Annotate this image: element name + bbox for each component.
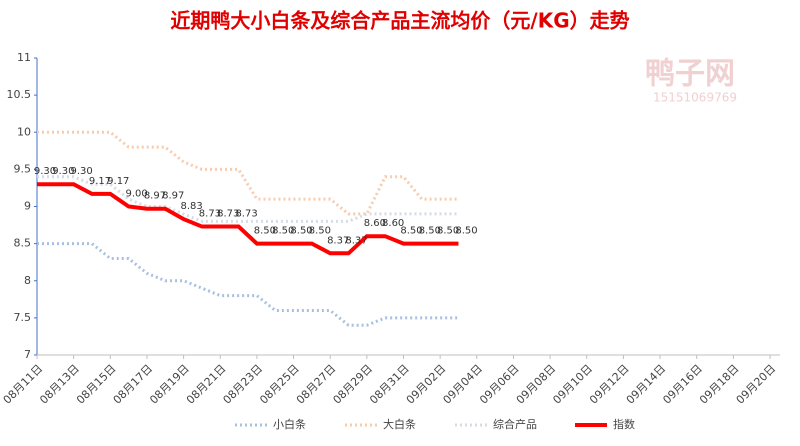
data-label: 8.50 (272, 226, 294, 237)
data-label: 8.60 (364, 218, 386, 229)
y-tick-label: 7 (24, 348, 31, 361)
data-label: 8.50 (419, 226, 441, 237)
y-tick-label: 9.5 (14, 162, 32, 175)
data-label: 8.50 (309, 226, 331, 237)
legend-label: 大白条 (383, 417, 416, 431)
data-label: 8.50 (455, 226, 477, 237)
data-label: 8.37 (345, 235, 367, 246)
data-label: 8.50 (290, 226, 312, 237)
legend-label: 指数 (613, 417, 635, 431)
data-label: 8.50 (254, 226, 276, 237)
y-tick-label: 10.5 (7, 88, 32, 101)
data-label: 8.73 (235, 209, 257, 220)
y-tick-label: 10 (17, 125, 31, 138)
y-tick-label: 7.5 (14, 311, 32, 324)
series-line (37, 130, 459, 216)
data-label: 8.83 (180, 201, 202, 212)
data-label: 8.97 (162, 191, 184, 202)
data-label: 9.17 (89, 176, 111, 187)
data-label: 8.73 (217, 209, 239, 220)
data-label: 8.73 (199, 209, 221, 220)
data-label: 9.00 (125, 189, 147, 200)
x-tick-label: 09月20日 (734, 362, 779, 407)
data-label: 9.17 (107, 176, 129, 187)
data-label: 8.37 (327, 235, 349, 246)
legend-label: 综合产品 (493, 417, 537, 431)
y-tick-label: 9 (24, 200, 31, 213)
chart-title: 近期鸭大小白条及综合产品主流均价（元/KG）走势 (170, 9, 629, 33)
y-tick-label: 8 (24, 274, 31, 287)
data-label: 9.30 (52, 166, 74, 177)
series-line (37, 242, 459, 327)
data-label: 8.50 (437, 226, 459, 237)
y-tick-label: 11 (17, 51, 31, 64)
legend-label: 小白条 (273, 417, 306, 431)
data-label: 8.60 (382, 218, 404, 229)
data-label: 9.30 (34, 166, 56, 177)
data-label: 8.50 (400, 226, 422, 237)
series-line (37, 175, 459, 223)
y-tick-label: 8.5 (14, 237, 32, 250)
data-label: 9.30 (71, 166, 93, 177)
series-line (37, 182, 459, 256)
data-label: 8.97 (144, 191, 166, 202)
watermark: 鸭子网 (645, 57, 735, 92)
watermark: 15151069769 (653, 91, 737, 105)
